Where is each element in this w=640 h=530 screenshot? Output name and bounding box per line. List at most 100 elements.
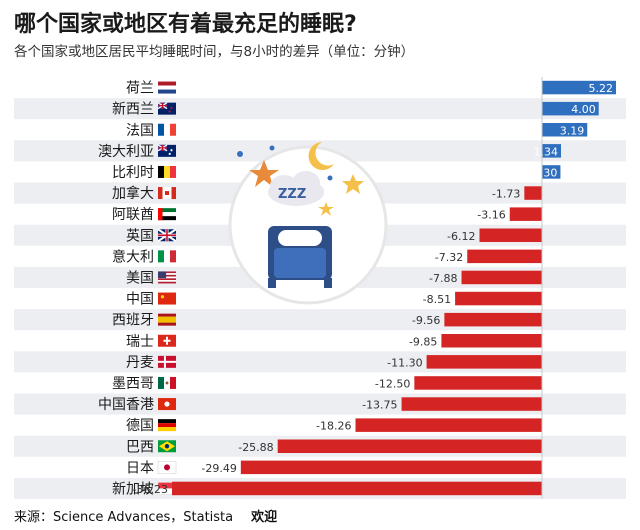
data-label: -3.16 — [477, 209, 505, 222]
category-label: 新西兰 — [112, 102, 154, 118]
data-label: 5.22 — [589, 82, 614, 95]
data-label: -25.88 — [238, 441, 273, 454]
flag-part — [158, 360, 176, 363]
flag-part — [158, 278, 176, 281]
flag-part — [170, 250, 176, 263]
flag-part — [158, 427, 176, 432]
category-label: 澳大利亚 — [98, 144, 154, 160]
bar — [542, 123, 588, 137]
flag-part — [163, 339, 171, 342]
flag-part — [170, 376, 176, 389]
bar — [355, 418, 542, 432]
flag-part — [158, 123, 164, 136]
category-label: 法国 — [126, 123, 154, 139]
bar — [467, 249, 542, 264]
flag-part — [160, 295, 165, 299]
uk-flag — [157, 228, 177, 243]
category-label: 荷兰 — [126, 81, 154, 97]
data-label: -7.32 — [435, 251, 463, 264]
flag-part — [158, 482, 176, 489]
source-suffix: 欢迎 — [251, 510, 278, 525]
category-label: 阿联酋 — [112, 206, 154, 223]
flag-icons — [157, 81, 177, 495]
flag-part — [171, 187, 176, 200]
netherlands-flag — [158, 81, 176, 94]
flag-part — [164, 165, 170, 178]
flag-part — [158, 234, 176, 237]
bar — [461, 270, 542, 285]
category-label: 中国香港 — [98, 397, 154, 413]
data-label: -29.49 — [201, 462, 236, 475]
category-labels: 荷兰新西兰法国澳大利亚比利时加拿大阿联酋英国意大利美国中国西班牙瑞士丹麦墨西哥中… — [98, 81, 154, 498]
category-label: 中国 — [126, 292, 154, 308]
category-label: 意大利 — [112, 248, 154, 265]
category-label: 新加坡 — [112, 481, 154, 497]
bar — [542, 165, 561, 179]
flag-part — [158, 274, 176, 277]
data-label: 1.30 — [533, 166, 558, 179]
bar — [426, 355, 542, 369]
category-label: 加拿大 — [112, 185, 154, 202]
spain-flag — [158, 313, 176, 326]
data-label: -18.26 — [316, 420, 351, 433]
flag-part — [158, 85, 176, 90]
flag-part — [158, 271, 167, 279]
flag-part — [158, 105, 167, 107]
flag-part — [170, 149, 173, 152]
sleep-illustration: ZZZ — [228, 142, 388, 305]
data-label: -36.23 — [133, 483, 168, 496]
flag-part — [158, 250, 164, 263]
flag-part — [157, 461, 177, 474]
flag-part — [170, 165, 176, 178]
bar — [509, 207, 542, 221]
category-label: 美国 — [126, 270, 154, 286]
zzz-icon: ZZZ — [278, 187, 306, 202]
chart-subtitle: 各个国家或地区居民平均睡眠时间，与8小时的差异（单位：分钟） — [14, 44, 415, 60]
flag-part — [158, 419, 176, 424]
bar — [524, 186, 542, 200]
category-label: 德国 — [126, 418, 154, 434]
category-label: 英国 — [126, 227, 154, 244]
flag-part — [158, 316, 176, 323]
flag-part — [164, 444, 170, 449]
hong-kong-flag — [158, 398, 176, 411]
row-band — [14, 98, 626, 120]
flag-part — [158, 423, 176, 428]
mexico-flag — [158, 376, 176, 389]
flag-part — [158, 208, 176, 213]
data-label: -8.51 — [423, 293, 451, 306]
category-label: 日本 — [126, 460, 154, 476]
star-icon — [318, 202, 334, 216]
bar — [542, 80, 616, 95]
source-text: 来源：Science Advances，Statista — [14, 510, 234, 525]
flag-part — [165, 191, 169, 196]
flag-part — [158, 281, 176, 284]
flag-part — [165, 381, 169, 385]
star-icon — [342, 174, 364, 194]
flag-part — [158, 208, 163, 221]
flag-part — [164, 250, 170, 263]
bar — [441, 334, 542, 348]
bar — [444, 312, 542, 327]
flag-part — [164, 123, 170, 136]
chart-title: 哪个国家或地区有着最充足的睡眠? — [14, 12, 357, 37]
flag-part — [158, 313, 176, 317]
flag-part — [158, 81, 176, 86]
canada-flag — [158, 187, 176, 200]
data-label: -9.56 — [412, 314, 440, 327]
bar — [172, 481, 542, 496]
belgium-flag — [158, 165, 176, 178]
flag-part — [158, 212, 176, 217]
flag-part — [158, 89, 176, 94]
data-label: -6.12 — [447, 230, 475, 243]
dot-icon — [237, 151, 243, 157]
flag-part — [158, 292, 176, 305]
flag-part — [158, 147, 167, 149]
category-label: 比利时 — [112, 165, 154, 181]
data-label: -7.88 — [429, 272, 457, 285]
data-label: 1.34 — [533, 145, 558, 158]
dot-icon — [327, 175, 333, 181]
flag-part — [168, 110, 171, 113]
australia-flag — [157, 144, 176, 157]
